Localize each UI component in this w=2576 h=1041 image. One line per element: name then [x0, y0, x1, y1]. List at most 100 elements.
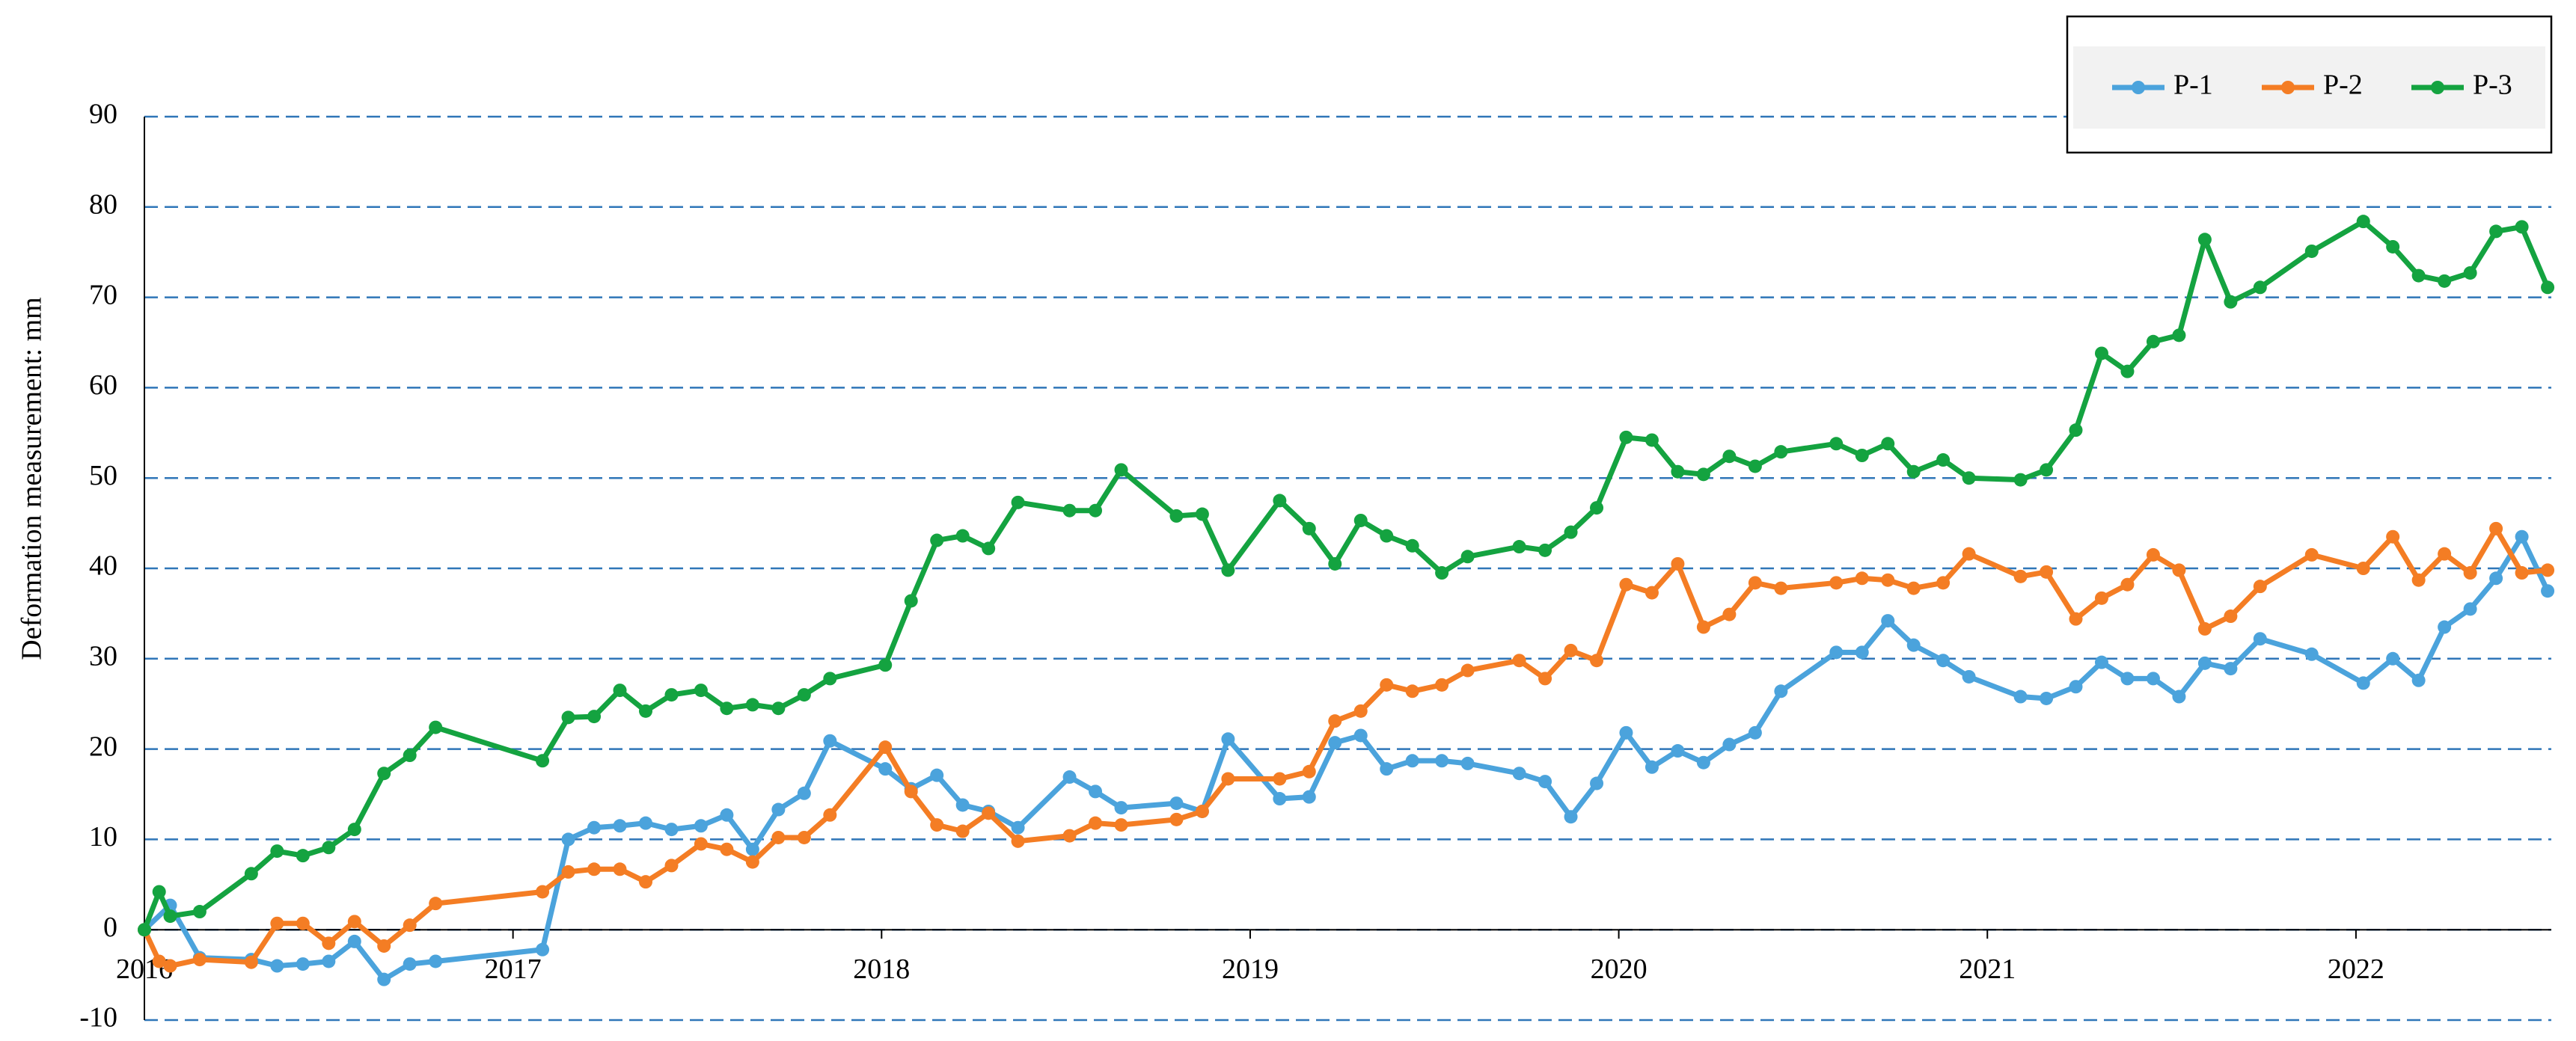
series-point [1089, 784, 1103, 799]
series-point [377, 972, 391, 986]
series-point [2120, 364, 2135, 378]
series-point [561, 832, 575, 847]
series-point [1855, 571, 1869, 586]
series-point [2438, 274, 2452, 288]
series-point [1435, 678, 1449, 692]
series-point [1538, 775, 1552, 789]
series-point [1512, 540, 1526, 554]
series-point [377, 767, 391, 781]
series-point [2463, 265, 2477, 280]
series-point [1696, 620, 1710, 634]
series-point [664, 688, 679, 702]
series-point [1089, 816, 1103, 830]
series-point [2304, 647, 2319, 661]
series-point [2094, 346, 2108, 360]
series-point [1460, 663, 1475, 678]
series-point [2094, 591, 2108, 605]
series-point [694, 819, 708, 833]
series-point [1590, 776, 1604, 790]
legend-label: P-2 [2323, 70, 2363, 101]
series-point [2386, 529, 2400, 544]
series-point [1405, 538, 1419, 553]
series-point [2463, 602, 2477, 616]
series-point [1114, 818, 1128, 832]
series-point [797, 830, 811, 844]
x-tick-label: 2021 [1959, 954, 2016, 985]
series-point [1671, 556, 1685, 571]
series-point [1962, 471, 1976, 485]
series-point [982, 806, 996, 820]
series-point [377, 939, 391, 953]
series-point [2304, 244, 2319, 258]
series-point [2438, 620, 2452, 634]
series-point [664, 823, 679, 837]
series-point [613, 819, 627, 833]
series-point [1328, 736, 1342, 750]
series-point [2304, 547, 2319, 562]
series-point [2013, 569, 2028, 583]
y-tick-label: 40 [89, 550, 117, 582]
series-point [1328, 556, 1342, 571]
series-point [1936, 576, 1951, 590]
series-point [2515, 529, 2529, 544]
x-tick-label: 2017 [485, 954, 542, 985]
legend-label: P-3 [2473, 70, 2512, 101]
series-point [823, 808, 837, 822]
series-point [244, 955, 258, 969]
series-point [1380, 529, 1394, 543]
series-point [2489, 571, 2503, 586]
series-point [1089, 503, 1103, 518]
series-point [694, 837, 708, 851]
series-point [2172, 690, 2186, 704]
series-point [1696, 755, 1710, 770]
series-point [720, 842, 734, 856]
series-point [587, 862, 602, 876]
series-point [536, 942, 550, 956]
series-point [1748, 725, 1762, 740]
series-point [1353, 704, 1368, 718]
series-point [1435, 566, 1449, 580]
series-point [561, 865, 575, 879]
series-point [244, 867, 258, 881]
series-point [561, 710, 575, 725]
series-point [1221, 732, 1235, 746]
series-point [429, 720, 443, 734]
series-point [1881, 437, 1895, 451]
series-point [347, 915, 361, 929]
y-axis-label: Deformation measurement: mm [16, 297, 48, 660]
series-point [1302, 790, 1316, 804]
series-point [2069, 612, 2083, 626]
series-point [1564, 643, 1578, 657]
series-point [878, 740, 893, 755]
series-point [613, 862, 627, 876]
series-point [639, 816, 653, 830]
series-point [613, 684, 627, 698]
series-point [296, 916, 310, 930]
series-point [2515, 566, 2529, 580]
series-point [904, 784, 918, 799]
series-point [536, 754, 550, 768]
series-point [745, 855, 759, 869]
series-point [2356, 676, 2370, 690]
series-point [771, 830, 786, 844]
series-point [1011, 834, 1025, 848]
series-point [1619, 430, 1633, 444]
series-point [797, 688, 811, 702]
series-point [1829, 645, 1844, 660]
series-point [823, 734, 837, 748]
series-point [955, 824, 970, 838]
series-point [2438, 547, 2452, 561]
series-point [163, 959, 177, 973]
series-point [2463, 566, 2477, 580]
series-point [587, 820, 602, 835]
series-point [587, 710, 602, 724]
series-point [1512, 767, 1526, 781]
series-point [1062, 829, 1077, 843]
series-point [720, 808, 734, 822]
series-point [2411, 268, 2426, 283]
series-point [1169, 796, 1184, 811]
series-point [955, 529, 970, 543]
series-point [192, 953, 206, 967]
series-point [296, 957, 310, 971]
